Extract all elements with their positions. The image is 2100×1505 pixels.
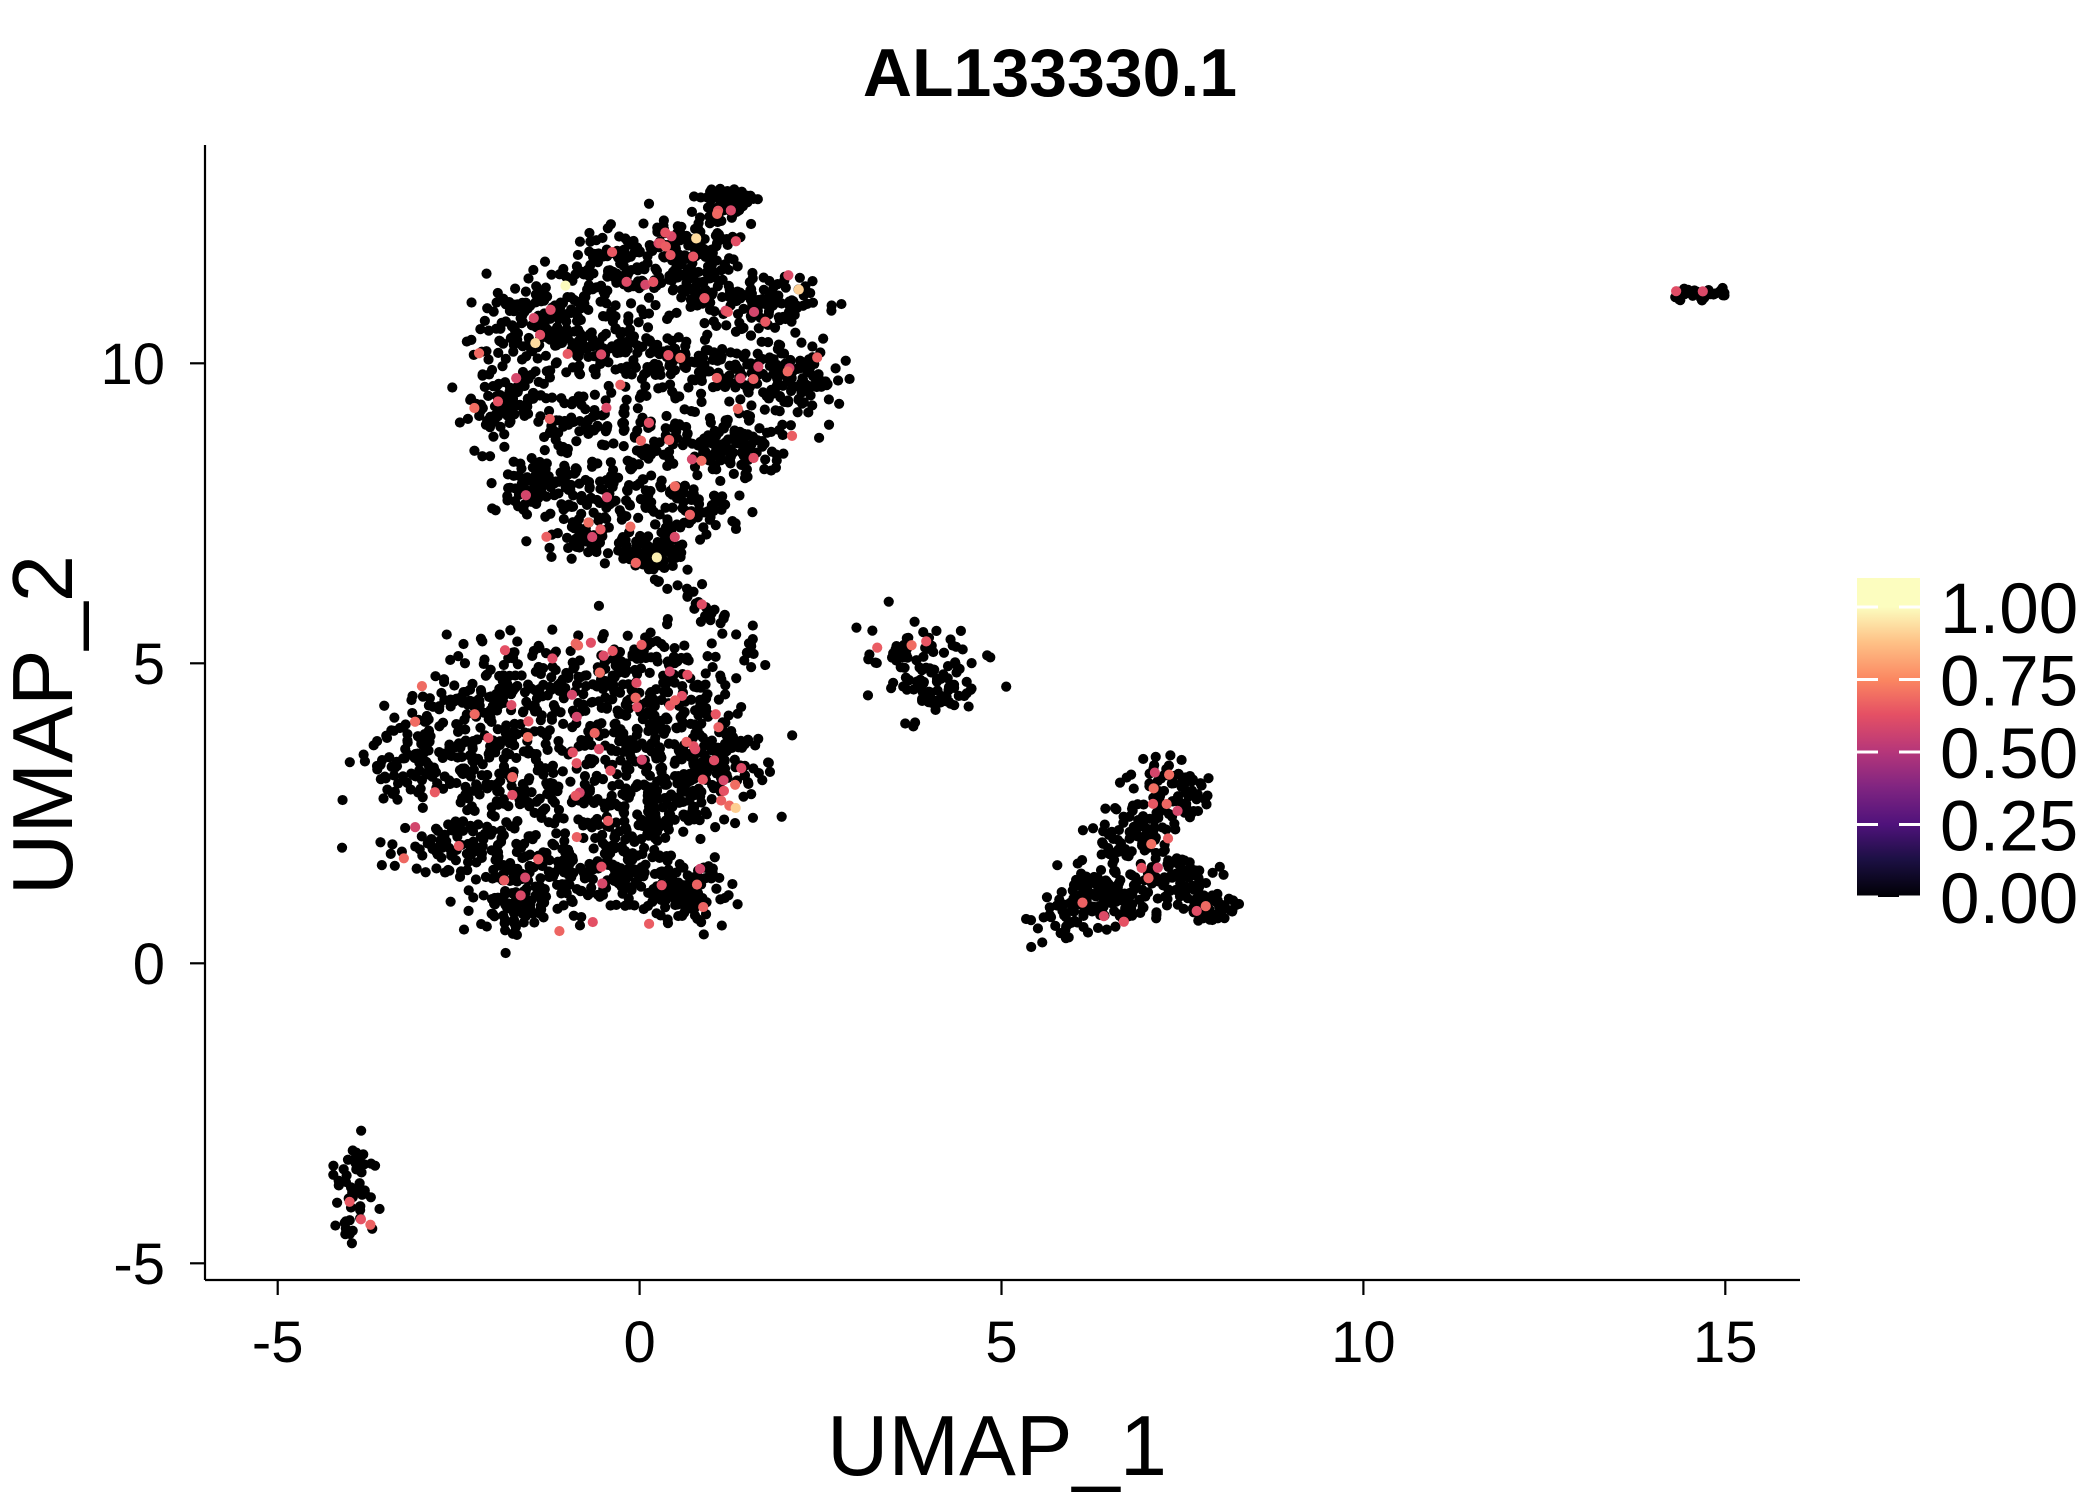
svg-text:UMAP_1: UMAP_1 [827,1399,1167,1494]
svg-text:10: 10 [1331,1310,1396,1375]
svg-text:0.50: 0.50 [1940,715,2078,794]
svg-text:0: 0 [623,1310,655,1375]
svg-text:0.00: 0.00 [1940,860,2078,939]
svg-text:10: 10 [100,332,165,397]
svg-text:1.00: 1.00 [1940,570,2078,649]
svg-text:0.25: 0.25 [1940,788,2078,867]
svg-text:15: 15 [1693,1310,1758,1375]
svg-text:5: 5 [133,632,165,697]
svg-text:-5: -5 [252,1310,304,1375]
svg-text:0: 0 [133,932,165,997]
svg-text:0.75: 0.75 [1940,643,2078,722]
svg-text:UMAP_2: UMAP_2 [0,555,91,895]
svg-text:-5: -5 [113,1232,165,1297]
svg-text:5: 5 [985,1310,1017,1375]
